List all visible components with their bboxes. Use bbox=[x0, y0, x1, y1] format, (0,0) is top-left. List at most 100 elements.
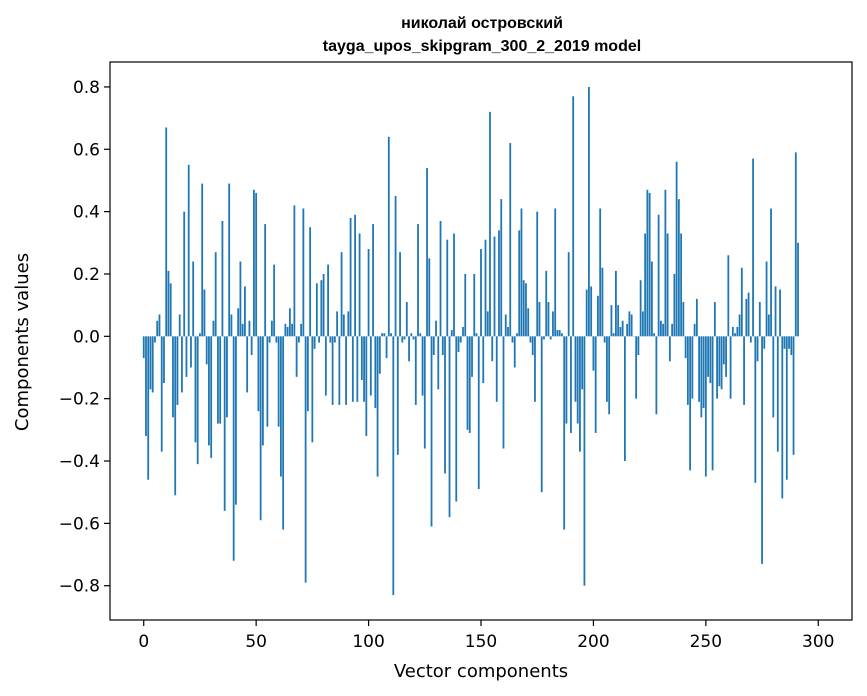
bar-225 bbox=[648, 192, 651, 337]
bar-269 bbox=[747, 292, 750, 337]
bar-197 bbox=[585, 289, 588, 337]
bar-183 bbox=[554, 208, 557, 337]
bar-14 bbox=[174, 336, 177, 496]
bar-210 bbox=[615, 270, 617, 337]
bar-226 bbox=[650, 261, 653, 337]
bars-group bbox=[142, 86, 799, 596]
bar-280 bbox=[772, 336, 775, 418]
bar-70 bbox=[300, 323, 303, 337]
bar-192 bbox=[574, 336, 577, 402]
bar-250 bbox=[704, 336, 707, 477]
bar-233 bbox=[666, 233, 669, 337]
bar-223 bbox=[644, 233, 647, 337]
bar-276 bbox=[763, 336, 766, 349]
y-tick-label-4: 0.0 bbox=[73, 327, 100, 347]
y-tick-label-0: −0.8 bbox=[59, 577, 100, 597]
y-tick-label-6: 0.4 bbox=[73, 203, 100, 223]
bar-24 bbox=[196, 336, 199, 465]
bar-283 bbox=[779, 289, 781, 337]
bar-139 bbox=[455, 336, 458, 502]
bar-285 bbox=[783, 336, 786, 349]
bar-20 bbox=[187, 164, 190, 337]
bar-137 bbox=[450, 330, 453, 337]
bar-212 bbox=[619, 326, 622, 337]
bar-261 bbox=[729, 336, 732, 399]
y-tick-label-2: −0.4 bbox=[59, 452, 100, 472]
bar-207 bbox=[608, 336, 611, 415]
bar-17 bbox=[181, 336, 183, 393]
bar-123 bbox=[419, 333, 422, 337]
bar-290 bbox=[794, 152, 797, 337]
bar-167 bbox=[518, 230, 521, 337]
bar-67 bbox=[293, 205, 296, 337]
bar-266 bbox=[740, 267, 743, 337]
bar-43 bbox=[239, 261, 242, 337]
bar-68 bbox=[295, 336, 298, 377]
bar-219 bbox=[635, 336, 638, 399]
bar-199 bbox=[590, 286, 593, 337]
bar-48 bbox=[250, 336, 253, 356]
bar-284 bbox=[781, 336, 784, 499]
bar-106 bbox=[381, 333, 383, 337]
bar-246 bbox=[695, 298, 698, 337]
bar-84 bbox=[331, 336, 334, 405]
bar-120 bbox=[412, 336, 415, 340]
bar-260 bbox=[727, 255, 730, 337]
bar-2 bbox=[147, 336, 150, 480]
bar-228 bbox=[655, 336, 658, 415]
bar-126 bbox=[426, 167, 428, 337]
bar-142 bbox=[462, 326, 464, 337]
bar-30 bbox=[210, 336, 213, 458]
x-tick-label-0: 0 bbox=[138, 632, 149, 652]
bar-118 bbox=[408, 336, 410, 362]
bar-116 bbox=[403, 336, 406, 340]
bar-272 bbox=[754, 336, 757, 483]
chart-title-line-2: tayga_upos_skipgram_300_2_2019 model bbox=[323, 38, 641, 55]
bar-61 bbox=[279, 336, 282, 477]
bar-281 bbox=[774, 286, 777, 337]
bar-110 bbox=[390, 333, 392, 337]
bar-55 bbox=[266, 336, 269, 427]
bar-104 bbox=[376, 336, 379, 477]
bar-286 bbox=[785, 336, 788, 480]
bar-163 bbox=[509, 143, 512, 337]
bar-274 bbox=[758, 302, 761, 337]
bar-180 bbox=[547, 302, 550, 337]
y-axis-ticks: −0.8 −0.6 −0.4 −0.2 0.0 0.2 0.4 0.6 0.8 bbox=[59, 78, 110, 597]
bar-255 bbox=[716, 336, 718, 399]
bar-152 bbox=[484, 239, 487, 337]
bar-187 bbox=[563, 336, 566, 530]
bar-241 bbox=[684, 336, 687, 359]
bar-258 bbox=[722, 336, 725, 365]
bar-83 bbox=[329, 336, 332, 343]
bar-232 bbox=[664, 189, 667, 337]
bar-18 bbox=[183, 211, 186, 337]
bar-79 bbox=[320, 280, 323, 337]
bar-86 bbox=[336, 311, 338, 337]
bar-189 bbox=[567, 252, 570, 337]
bar-103 bbox=[374, 336, 377, 409]
bar-1 bbox=[145, 336, 147, 437]
bar-92 bbox=[349, 217, 352, 337]
bar-127 bbox=[428, 258, 431, 337]
bar-8 bbox=[160, 336, 163, 452]
bar-32 bbox=[214, 252, 217, 337]
bar-196 bbox=[583, 336, 586, 586]
bar-248 bbox=[700, 336, 703, 418]
bar-37 bbox=[226, 336, 228, 418]
bar-96 bbox=[358, 233, 361, 337]
bar-33 bbox=[217, 336, 219, 424]
bar-176 bbox=[538, 302, 541, 337]
bar-131 bbox=[437, 336, 440, 390]
bar-121 bbox=[414, 336, 417, 405]
bar-245 bbox=[693, 323, 696, 337]
bar-162 bbox=[507, 326, 509, 337]
bar-242 bbox=[686, 336, 689, 405]
bar-138 bbox=[453, 233, 455, 337]
bar-230 bbox=[659, 320, 662, 337]
bar-85 bbox=[333, 336, 336, 343]
bar-111 bbox=[392, 336, 395, 596]
bar-175 bbox=[536, 211, 539, 337]
bar-211 bbox=[617, 305, 620, 337]
bar-141 bbox=[459, 336, 462, 343]
